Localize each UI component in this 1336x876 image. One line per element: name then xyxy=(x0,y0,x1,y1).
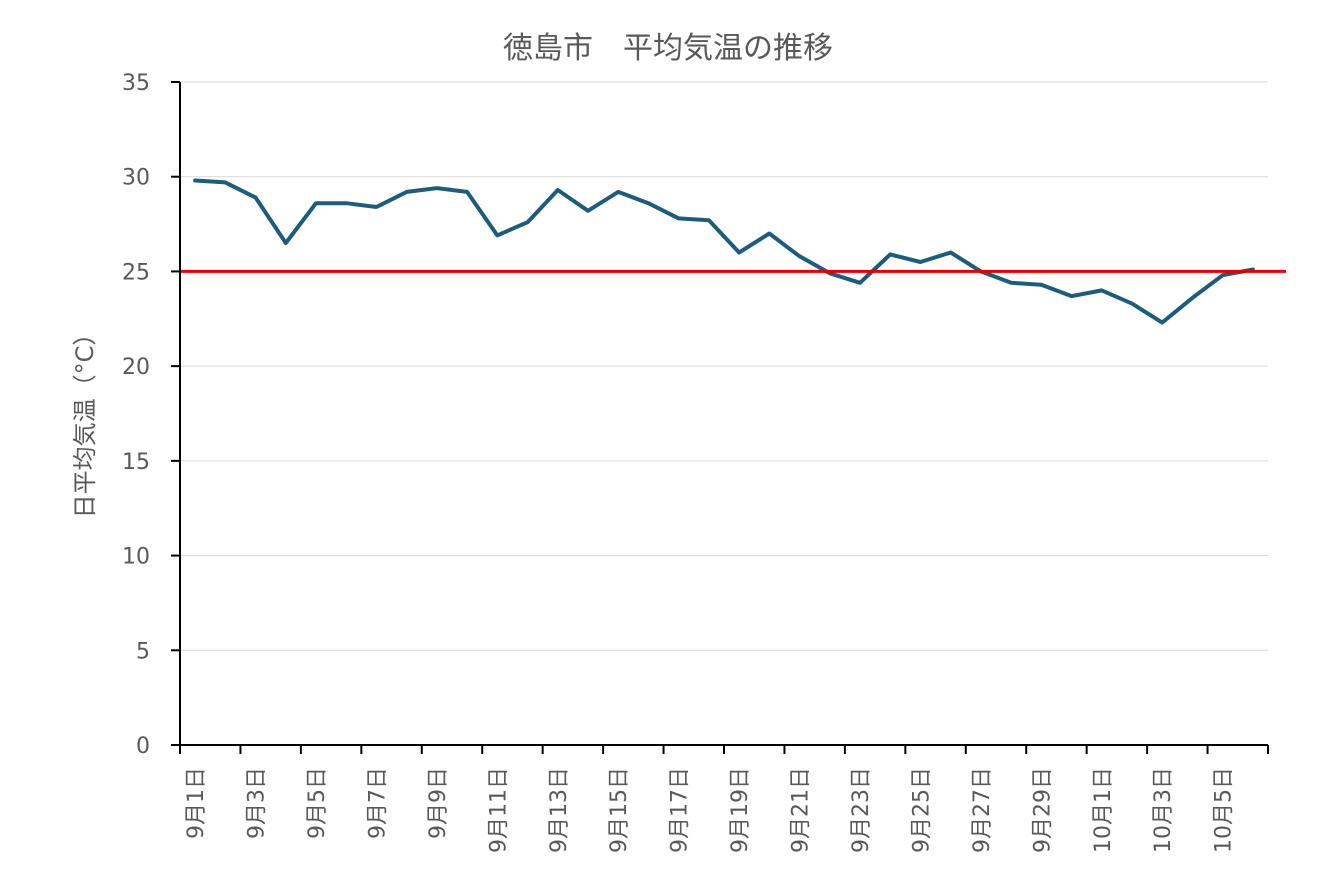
y-axis-ticks: 0 5 10 15 20 25 30 35 xyxy=(122,71,180,759)
gridlines xyxy=(180,81,1268,651)
x-tick-label: 9月19日 xyxy=(728,767,753,853)
x-tick-label: 9月11日 xyxy=(486,767,511,853)
x-tick-label: 9月1日 xyxy=(184,767,209,839)
y-tick-label: 5 xyxy=(136,639,150,664)
x-tick-label: 9月5日 xyxy=(305,767,330,839)
x-tick-label: 9月3日 xyxy=(245,767,270,839)
y-tick-label: 20 xyxy=(122,355,150,380)
y-tick-label: 30 xyxy=(122,166,150,191)
x-tick-label: 9月23日 xyxy=(849,767,874,853)
x-tick-label: 9月7日 xyxy=(365,767,390,839)
x-tick-label: 9月15日 xyxy=(607,767,632,853)
x-tick-label: 10月3日 xyxy=(1151,767,1176,853)
y-tick-label: 0 xyxy=(136,734,150,759)
x-tick-label: 9月27日 xyxy=(970,767,995,853)
series-line xyxy=(193,178,1255,325)
y-axis-title: 日平均気温（°C） xyxy=(71,322,99,519)
x-tick-label: 9月21日 xyxy=(789,767,814,853)
x-tick-label: 9月9日 xyxy=(426,767,451,839)
series-group xyxy=(193,178,1255,325)
x-tick-label: 9月13日 xyxy=(547,767,572,853)
x-tick-label: 9月25日 xyxy=(909,767,934,853)
x-tick-label: 9月17日 xyxy=(668,767,693,853)
y-tick-label: 35 xyxy=(122,71,150,96)
y-tick-label: 10 xyxy=(122,545,150,570)
chart-title: 徳島市 平均気温の推移 xyxy=(503,31,833,66)
x-tick-label: 10月5日 xyxy=(1212,767,1237,853)
x-tick-label: 9月29日 xyxy=(1030,767,1055,853)
y-tick-label: 25 xyxy=(122,260,150,285)
x-axis-ticks: 9月1日 9月3日 9月5日 9月7日 9月9日 9月11日 9月13日 9月15日 9月17日… xyxy=(179,745,1269,853)
y-tick-label: 15 xyxy=(122,450,150,475)
x-tick-label: 10月1日 xyxy=(1091,767,1116,853)
